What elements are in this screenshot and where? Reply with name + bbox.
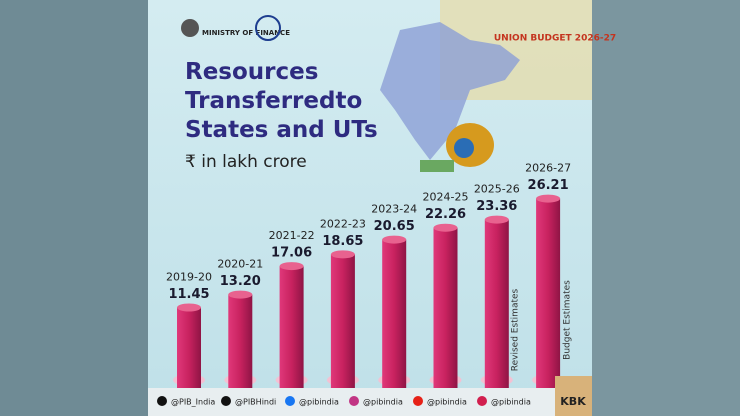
- tag-box: [555, 376, 592, 416]
- panel: [148, 0, 592, 416]
- chart-subtitle: ₹ in lakh crore: [185, 152, 307, 172]
- annotation: Revised Estimates: [511, 288, 521, 371]
- x-tick-label: 2020-21: [217, 258, 263, 271]
- data-label: 23.36: [476, 199, 517, 214]
- x-tick-label: 2025-26: [474, 183, 520, 196]
- bar-cap: [433, 223, 458, 232]
- bar: [382, 239, 407, 392]
- social-icon: [349, 396, 359, 406]
- data-label: 13.20: [220, 274, 261, 289]
- map: [380, 22, 520, 160]
- data-label: 22.26: [425, 207, 466, 222]
- coin: [454, 138, 474, 158]
- bar: [228, 294, 253, 392]
- bar: [177, 307, 201, 392]
- pib-logo: [255, 15, 281, 41]
- bar-cap: [279, 262, 304, 271]
- social-handle: @pibindia: [491, 398, 531, 407]
- social-handle: @pibindia: [427, 398, 467, 407]
- x-tick-label: 2023-24: [371, 203, 417, 216]
- bar-cap: [382, 235, 407, 244]
- data-label: 11.45: [168, 287, 209, 302]
- emblem: [181, 19, 199, 37]
- bar-cap: [177, 303, 201, 312]
- side-blur: [592, 0, 740, 416]
- data-label: 26.21: [528, 178, 569, 193]
- x-tick-label: 2021-22: [269, 229, 315, 242]
- x-tick-label: 2019-20: [166, 270, 212, 283]
- social-icon: [477, 396, 487, 406]
- data-label: 20.65: [374, 219, 415, 234]
- bar: [484, 219, 509, 392]
- bar: [536, 198, 561, 392]
- bar: [433, 227, 458, 392]
- bar-cap: [536, 194, 561, 203]
- bar: [330, 254, 355, 392]
- bar: [279, 266, 304, 392]
- social-icon: [285, 396, 295, 406]
- bars: 11.45 2019-20 13.20 2020-21 17.06 2021-22 18.6…: [166, 162, 573, 392]
- data-label: 18.65: [322, 234, 363, 249]
- budget-badge: UNION BUDGET 2026-27: [494, 34, 616, 44]
- social-icon: [221, 396, 231, 406]
- social-handle: @PIBHindi: [235, 398, 276, 407]
- x-tick-label: 2024-25: [423, 191, 469, 204]
- footer-tag: KBK: [560, 395, 586, 408]
- social-handle: @pibindia: [363, 398, 403, 407]
- x-tick-label: 2026-27: [525, 162, 571, 175]
- bar-cap: [228, 290, 253, 299]
- data-label: 17.06: [271, 246, 312, 261]
- money: [420, 160, 454, 172]
- social-icon: [157, 396, 167, 406]
- ministry: MINISTRY OF FINANCE: [202, 29, 290, 37]
- bar-cap: [484, 215, 509, 224]
- x-tick-label: 2022-23: [320, 217, 366, 230]
- chart-title: Resources Transferredto States and UTs: [185, 59, 378, 143]
- social-links: @PIB_India @PIBHindi @pibindia @pibindia @pi…: [157, 396, 531, 407]
- annotation: Budget Estimates: [563, 280, 573, 360]
- social-icon: [413, 396, 423, 406]
- social-handle: @pibindia: [299, 398, 339, 407]
- side-blur: [0, 0, 148, 416]
- bar-cap: [330, 250, 355, 259]
- social-handle: @PIB_India: [171, 398, 215, 407]
